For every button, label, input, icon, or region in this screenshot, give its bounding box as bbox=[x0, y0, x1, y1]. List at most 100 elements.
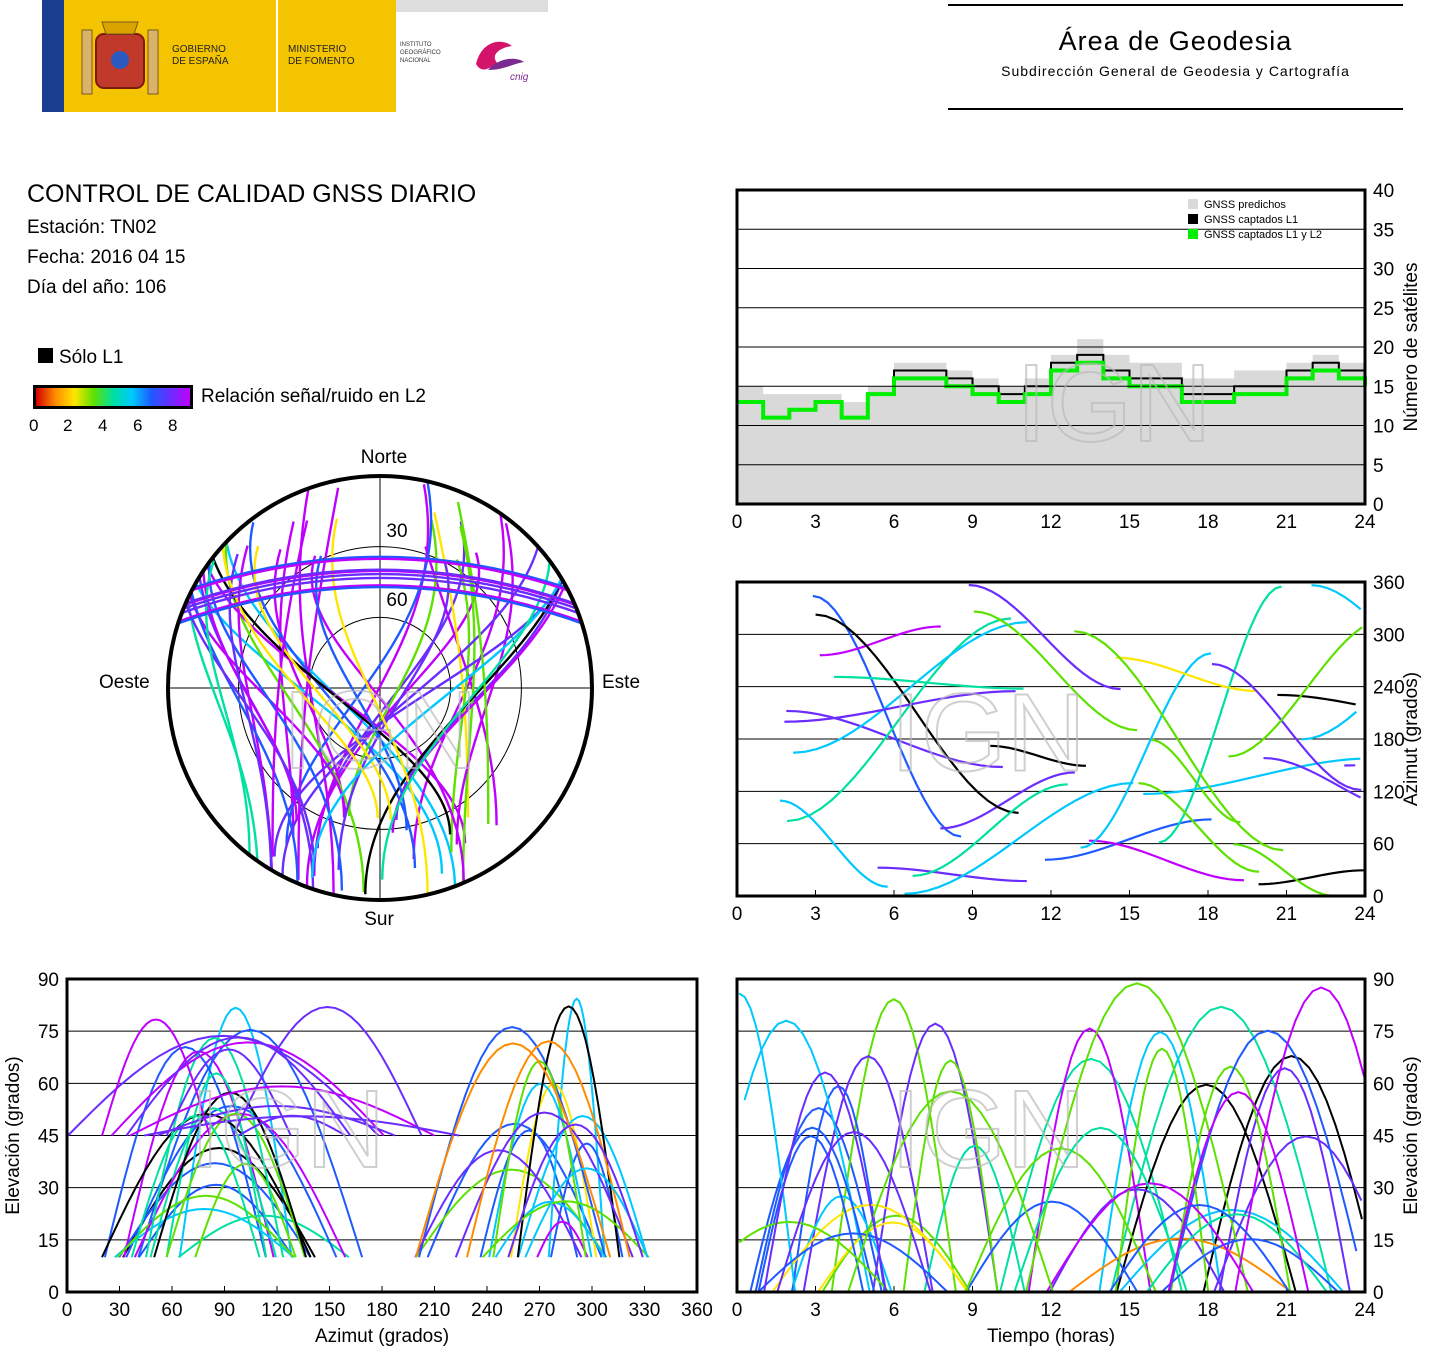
x-tick-label: 150 bbox=[314, 1300, 346, 1321]
x-tick-label: 60 bbox=[161, 1300, 182, 1321]
satellite-track bbox=[1263, 756, 1362, 799]
satellite-track bbox=[1228, 626, 1363, 758]
x-tick-label: 30 bbox=[109, 1300, 130, 1321]
elevation-track bbox=[1115, 1083, 1297, 1293]
y-tick-label: 60 bbox=[1373, 835, 1394, 856]
sky-track bbox=[459, 526, 476, 892]
area-header: Área de Geodesia Subdirección General de… bbox=[948, 4, 1403, 110]
x-axis-label: Tiempo (horas) bbox=[987, 1326, 1115, 1347]
satellite-track bbox=[793, 620, 1028, 754]
satellite-track bbox=[968, 583, 1121, 691]
y-tick-label: 0 bbox=[48, 1283, 59, 1304]
y-tick-label: 60 bbox=[1373, 1074, 1394, 1095]
y-axis-label: Azimut (grados) bbox=[1401, 672, 1422, 806]
x-tick-label: 21 bbox=[1276, 1300, 1297, 1321]
elevation-track bbox=[1218, 1067, 1351, 1293]
ign-watermark: IGN bbox=[1016, 342, 1212, 465]
x-tick-label: 21 bbox=[1276, 904, 1297, 925]
ign-logo: INSTITUTO GEOGRÁFICO NACIONAL cnig bbox=[396, 0, 548, 112]
ign-watermark: IGN bbox=[890, 671, 1086, 794]
area-title: Área de Geodesia bbox=[1058, 26, 1293, 56]
ministerio-logo: MINISTERIO DE FOMENTO bbox=[278, 0, 396, 112]
elevation-track bbox=[757, 1232, 949, 1293]
elevation-track bbox=[1168, 1029, 1358, 1293]
y-tick-label: 0 bbox=[1373, 495, 1384, 516]
gobierno-logo: GOBIERNO DE ESPAÑA bbox=[64, 0, 276, 112]
satellite-track bbox=[547, 997, 606, 1258]
sky-track bbox=[412, 506, 505, 859]
satellite-track bbox=[1311, 584, 1362, 611]
y-axis-label: Elevación (grados) bbox=[3, 1056, 24, 1214]
snr-tick-0: 0 bbox=[29, 416, 39, 435]
gov-label-2: DE ESPAÑA bbox=[172, 56, 229, 67]
satellite-track bbox=[101, 1018, 211, 1136]
sky-track bbox=[310, 555, 465, 882]
satellite-track bbox=[912, 783, 1068, 877]
y-tick-label: 0 bbox=[1373, 1283, 1384, 1304]
x-tick-label: 0 bbox=[732, 1300, 743, 1321]
satellite-track bbox=[784, 690, 1016, 723]
x-tick-label: 0 bbox=[62, 1300, 73, 1321]
l1-only-label: Sólo L1 bbox=[59, 347, 124, 368]
y-tick-label: 75 bbox=[1373, 1022, 1394, 1043]
area-subtitle: Subdirección General de Geodesia y Carto… bbox=[1001, 63, 1350, 79]
elevation-track bbox=[802, 1055, 934, 1293]
y-tick-label: 240 bbox=[1373, 678, 1405, 699]
elevation-track bbox=[738, 992, 797, 1293]
satellite-track bbox=[130, 1114, 261, 1258]
elevation-track bbox=[1027, 1027, 1152, 1293]
y-tick-label: 5 bbox=[1373, 456, 1384, 477]
elevation-track bbox=[821, 1214, 972, 1293]
y-tick-label: 30 bbox=[1373, 260, 1394, 281]
snr-tick-2: 2 bbox=[63, 416, 73, 435]
elevation-track bbox=[763, 1071, 888, 1293]
y-tick-label: 30 bbox=[1373, 1179, 1394, 1200]
satellite-track bbox=[1044, 818, 1212, 861]
satellite-track bbox=[517, 1115, 649, 1258]
satellite-track bbox=[165, 1112, 306, 1258]
sky-track bbox=[312, 484, 430, 877]
satellite-track bbox=[1233, 843, 1334, 897]
polar-skyplot: Norte Sur Este Oeste 30 60 IGN bbox=[99, 447, 640, 930]
min-label-1: MINISTERIO bbox=[288, 44, 347, 55]
satellite-track bbox=[137, 1028, 364, 1258]
satellite-track bbox=[786, 709, 1003, 769]
legend-swatch bbox=[1188, 229, 1198, 239]
satellite-track bbox=[1277, 693, 1356, 706]
sky-track bbox=[381, 527, 552, 880]
report-title: CONTROL DE CALIDAD GNSS DIARIO bbox=[27, 180, 477, 208]
x-tick-label: 6 bbox=[889, 1300, 900, 1321]
satellite-track bbox=[1080, 652, 1212, 849]
elevation-track bbox=[830, 998, 957, 1293]
x-tick-label: 3 bbox=[810, 1300, 821, 1321]
y-tick-label: 90 bbox=[1373, 970, 1394, 991]
x-tick-label: 3 bbox=[810, 512, 821, 530]
elevation-track bbox=[1213, 1135, 1363, 1293]
elevation-track bbox=[1114, 1047, 1210, 1293]
x-tick-label: 12 bbox=[1040, 512, 1061, 530]
satellite-track bbox=[1088, 839, 1244, 882]
x-tick-label: 15 bbox=[1119, 1300, 1140, 1321]
sky-track bbox=[168, 572, 592, 616]
satellite-track bbox=[507, 1123, 644, 1258]
x-tick-label: 210 bbox=[419, 1300, 451, 1321]
satellite-track bbox=[415, 1168, 608, 1258]
y-tick-label: 45 bbox=[38, 1127, 59, 1148]
satellite-track bbox=[114, 1208, 295, 1258]
info-block: CONTROL DE CALIDAD GNSS DIARIO Estación:… bbox=[27, 180, 476, 299]
cnig-logo-icon: cnig bbox=[476, 41, 529, 83]
sky-track bbox=[168, 584, 592, 627]
cnig-text: cnig bbox=[510, 72, 529, 83]
x-tick-label: 9 bbox=[967, 1300, 978, 1321]
y-tick-label: 60 bbox=[38, 1074, 59, 1095]
flag-strip bbox=[42, 0, 64, 112]
x-tick-label: 18 bbox=[1197, 904, 1218, 925]
y-tick-label: 20 bbox=[1373, 338, 1394, 359]
y-tick-label: 25 bbox=[1373, 299, 1394, 320]
east-label: Este bbox=[602, 672, 640, 693]
plot-border bbox=[735, 188, 1367, 506]
y-tick-label: 15 bbox=[1373, 1231, 1394, 1252]
elevation-track bbox=[1234, 986, 1366, 1293]
